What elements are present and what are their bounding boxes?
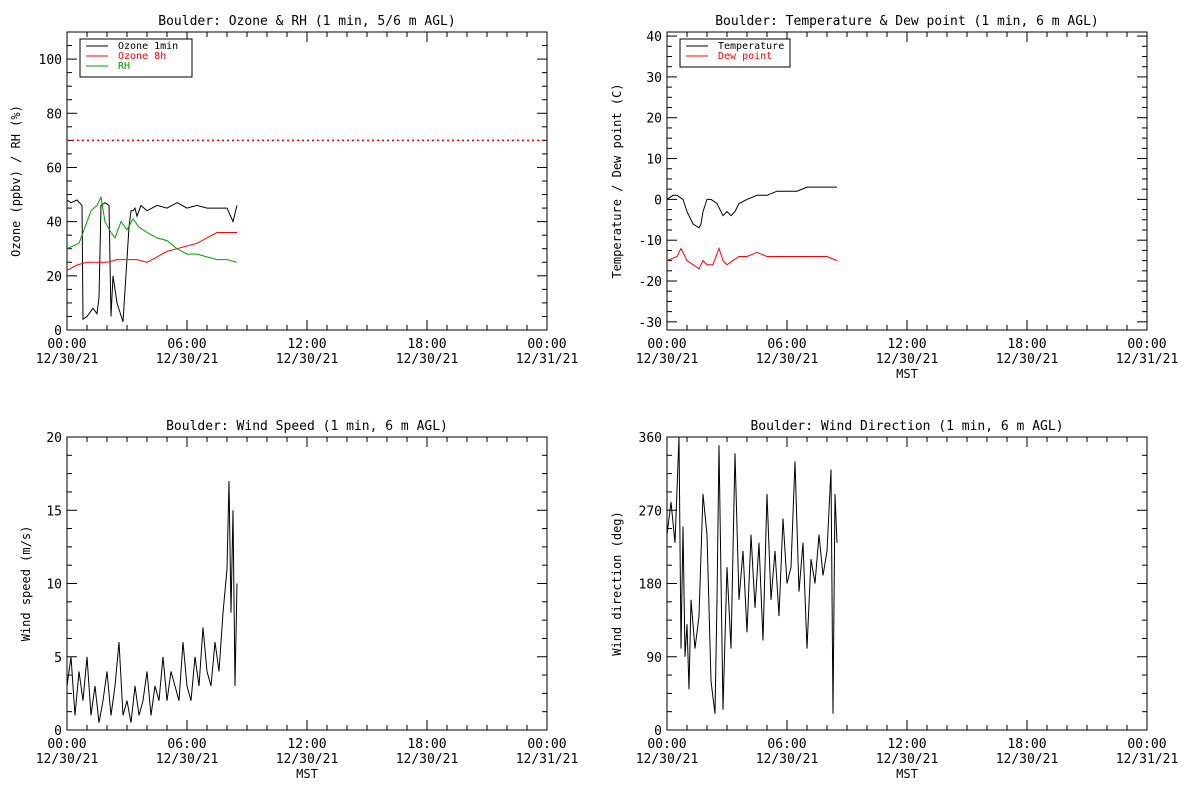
x-tick-time-label: 00:00 bbox=[1127, 737, 1166, 752]
plot-frame bbox=[666, 31, 1148, 331]
x-tick-date-label: 12/30/21 bbox=[396, 752, 459, 767]
y-tick-label: 30 bbox=[646, 71, 662, 86]
x-tick-time-label: 00:00 bbox=[527, 337, 566, 352]
y-tick-label: 20 bbox=[646, 112, 662, 127]
y-tick-label: 15 bbox=[46, 504, 62, 519]
x-tick-time-label: 00:00 bbox=[47, 337, 86, 352]
y-tick-label: 10 bbox=[46, 578, 62, 593]
x-tick-date-label: 12/30/21 bbox=[636, 752, 699, 767]
x-tick-time-label: 00:00 bbox=[47, 737, 86, 752]
series-line-ozone-8h bbox=[66, 232, 237, 271]
y-tick-label: 0 bbox=[654, 193, 662, 208]
x-tick-time-label: 00:00 bbox=[647, 337, 686, 352]
y-tick-label: -10 bbox=[639, 234, 662, 249]
y-tick-label: 5 bbox=[54, 651, 62, 666]
y-tick-label: 60 bbox=[46, 161, 62, 176]
y-axis-label: Wind speed (m/s) bbox=[19, 526, 33, 642]
x-tick-date-label: 12/30/21 bbox=[756, 752, 819, 767]
x-tick-date-label: 12/30/21 bbox=[156, 752, 219, 767]
x-axis-label: MST bbox=[896, 767, 918, 781]
x-tick-time-label: 12:00 bbox=[287, 737, 326, 752]
y-tick-label: 0 bbox=[54, 724, 62, 739]
x-axis-label: MST bbox=[896, 367, 918, 381]
y-tick-label: 270 bbox=[639, 504, 662, 519]
y-tick-label: 180 bbox=[639, 578, 662, 593]
legend-entry: Dew point bbox=[718, 51, 772, 62]
x-tick-time-label: 00:00 bbox=[647, 737, 686, 752]
y-axis-label: Temperature / Dew point (C) bbox=[610, 83, 624, 278]
x-tick-time-label: 18:00 bbox=[1007, 337, 1046, 352]
legend-entry: Temperature bbox=[718, 41, 784, 52]
x-tick-date-label: 12/30/21 bbox=[636, 352, 699, 367]
y-tick-label: 40 bbox=[46, 216, 62, 231]
legend-box bbox=[679, 38, 791, 68]
legend-entry: Ozone 1min bbox=[118, 41, 178, 52]
y-axis-label: Ozone (ppbv) / RH (%) bbox=[9, 105, 23, 257]
x-tick-date-label: 12/30/21 bbox=[996, 352, 1059, 367]
x-tick-date-label: 12/30/21 bbox=[276, 752, 339, 767]
x-tick-time-label: 06:00 bbox=[167, 737, 206, 752]
x-tick-date-label: 12/30/21 bbox=[276, 352, 339, 367]
chart-title: Boulder: Wind Speed (1 min, 6 m AGL) bbox=[166, 419, 448, 434]
y-tick-label: 360 bbox=[639, 431, 662, 446]
chart-title: Boulder: Wind Direction (1 min, 6 m AGL) bbox=[750, 419, 1063, 434]
x-tick-date-label: 12/31/21 bbox=[1116, 752, 1179, 767]
x-axis-label: MST bbox=[296, 767, 318, 781]
y-tick-label: 0 bbox=[654, 724, 662, 739]
x-tick-date-label: 12/30/21 bbox=[756, 352, 819, 367]
x-tick-time-label: 06:00 bbox=[767, 337, 806, 352]
chart-title: Boulder: Ozone & RH (1 min, 5/6 m AGL) bbox=[158, 14, 455, 29]
y-tick-label: 100 bbox=[39, 53, 62, 68]
x-tick-date-label: 12/30/21 bbox=[36, 352, 99, 367]
x-tick-date-label: 12/30/21 bbox=[876, 752, 939, 767]
x-tick-date-label: 12/30/21 bbox=[996, 752, 1059, 767]
chart-title: Boulder: Temperature & Dew point (1 min,… bbox=[715, 14, 1099, 29]
y-tick-label: 10 bbox=[646, 153, 662, 168]
y-tick-label: -20 bbox=[639, 275, 662, 290]
y-tick-label: 40 bbox=[646, 30, 662, 45]
y-tick-label: -30 bbox=[639, 316, 662, 331]
x-tick-time-label: 18:00 bbox=[1007, 737, 1046, 752]
series-line-temperature bbox=[666, 186, 837, 229]
x-tick-date-label: 12/31/21 bbox=[516, 752, 579, 767]
series-line-ozone-1min bbox=[66, 199, 238, 323]
legend-entry: Ozone 8h bbox=[118, 51, 166, 62]
y-tick-label: 0 bbox=[54, 324, 62, 339]
x-tick-time-label: 00:00 bbox=[1127, 337, 1166, 352]
x-tick-date-label: 12/30/21 bbox=[876, 352, 939, 367]
x-tick-date-label: 12/31/21 bbox=[516, 352, 579, 367]
x-tick-date-label: 12/30/21 bbox=[156, 352, 219, 367]
x-tick-time-label: 18:00 bbox=[407, 737, 446, 752]
x-tick-date-label: 12/31/21 bbox=[1116, 352, 1179, 367]
plot-frame bbox=[66, 436, 548, 731]
series-line-series-0 bbox=[66, 480, 238, 723]
x-tick-date-label: 12/30/21 bbox=[396, 352, 459, 367]
series-line-rh bbox=[66, 195, 238, 263]
y-tick-label: 20 bbox=[46, 270, 62, 285]
y-tick-label: 90 bbox=[646, 651, 662, 666]
y-tick-label: 80 bbox=[46, 107, 62, 122]
x-tick-time-label: 12:00 bbox=[887, 737, 926, 752]
y-tick-label: 20 bbox=[46, 431, 62, 446]
chart-panel-wind-dir: Boulder: Wind Direction (1 min, 6 m AGL)… bbox=[610, 419, 1178, 781]
legend-box bbox=[79, 38, 193, 78]
x-tick-date-label: 12/30/21 bbox=[36, 752, 99, 767]
chart-panel-wind-speed: Boulder: Wind Speed (1 min, 6 m AGL) 0 5 10… bbox=[19, 419, 578, 781]
x-tick-time-label: 12:00 bbox=[287, 337, 326, 352]
x-tick-time-label: 00:00 bbox=[527, 737, 566, 752]
chart-panel-ozone-rh: Boulder: Ozone & RH (1 min, 5/6 m AGL) 0 2… bbox=[9, 14, 578, 367]
y-axis-label: Wind direction (deg) bbox=[610, 511, 624, 656]
x-tick-time-label: 06:00 bbox=[767, 737, 806, 752]
chart-panel-temp-dew: Boulder: Temperature & Dew point (1 min,… bbox=[610, 14, 1178, 381]
x-tick-time-label: 12:00 bbox=[887, 337, 926, 352]
x-tick-time-label: 06:00 bbox=[167, 337, 206, 352]
legend-entry: RH bbox=[118, 61, 130, 72]
x-tick-time-label: 18:00 bbox=[407, 337, 446, 352]
series-line-dew-point bbox=[666, 246, 838, 270]
series-line-series-0 bbox=[666, 436, 838, 714]
